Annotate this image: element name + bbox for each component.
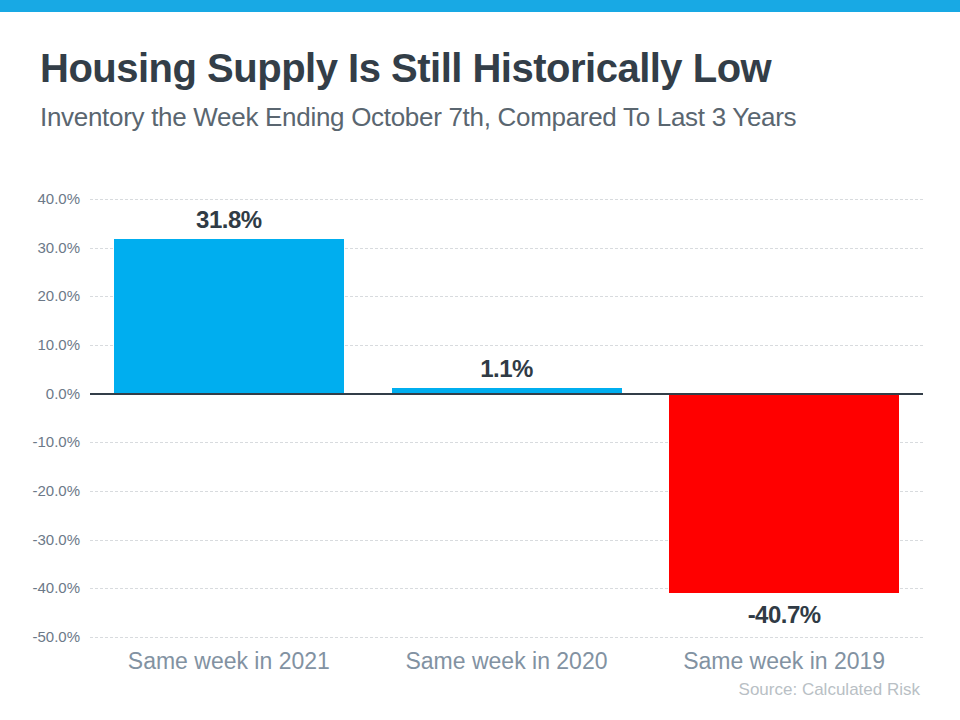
y-axis-tick-label: -50.0% (0, 628, 80, 645)
bar-value-label: 31.8% (129, 206, 329, 234)
y-axis-tick-label: -10.0% (0, 433, 80, 450)
y-axis-tick-label: -40.0% (0, 579, 80, 596)
x-axis-category-label: Same week in 2020 (368, 648, 646, 675)
y-axis-tick-label: 30.0% (0, 239, 80, 256)
x-axis-category-label: Same week in 2019 (645, 648, 923, 675)
y-axis-tick-label: 40.0% (0, 190, 80, 207)
bar-same-week-in-2021 (114, 239, 344, 393)
bar-same-week-in-2019 (669, 395, 899, 593)
y-axis-tick-label: 10.0% (0, 336, 80, 353)
y-axis-tick-label: 20.0% (0, 287, 80, 304)
source-credit: Source: Calculated Risk (739, 680, 920, 700)
bar-value-label: 1.1% (407, 355, 607, 383)
y-axis-tick-label: -20.0% (0, 482, 80, 499)
gridline (90, 199, 923, 200)
bar-value-label: -40.7% (684, 601, 884, 629)
y-axis-tick-label: -30.0% (0, 531, 80, 548)
y-axis-tick-label: 0.0% (0, 385, 80, 402)
bar-chart: 40.0% 30.0% 20.0% 10.0% 0.0% -10.0% -20.0% -30.… (0, 0, 960, 720)
gridline (90, 637, 923, 638)
zero-axis-line (90, 393, 923, 395)
slide: Housing Supply Is Still Historically Low… (0, 0, 960, 720)
x-axis-category-label: Same week in 2021 (90, 648, 368, 675)
